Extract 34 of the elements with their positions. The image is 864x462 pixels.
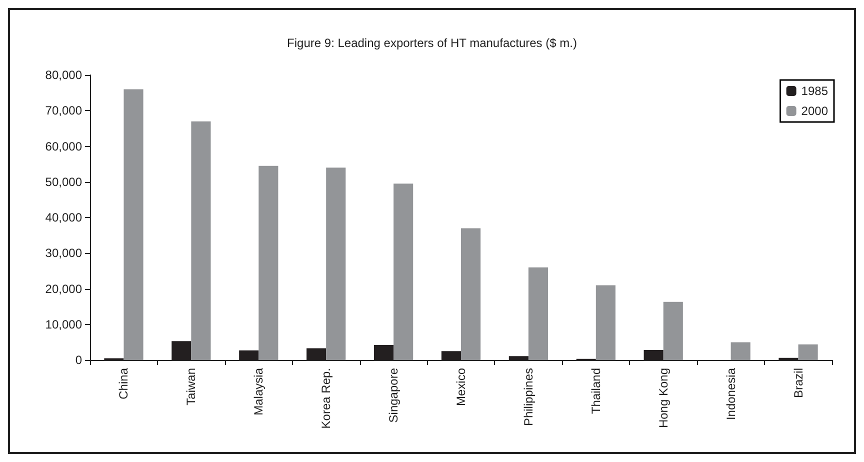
y-tick-label: 20,000 [45,282,82,296]
bar [596,285,616,360]
x-tick-label: Thailand [588,368,603,414]
bar [663,302,683,360]
x-tick-label: Korea Rep. [319,368,334,429]
x-tick-label: Philippines [521,368,536,426]
legend-label: 1985 [801,84,828,98]
bar [798,344,818,360]
x-tick-label: Taiwan [184,368,198,406]
x-tick-label: Brazil [791,368,806,398]
y-tick-label: 50,000 [45,174,82,189]
y-tick-label: 10,000 [45,317,82,332]
bar [394,184,414,360]
y-tick-label: 70,000 [45,104,82,118]
x-tick-label: Malaysia [252,368,266,416]
x-tick-label: Singapore [386,368,401,423]
bar [528,267,548,360]
x-tick-label: Mexico [454,368,468,406]
bar [461,228,481,360]
bar [730,342,750,360]
bar [191,121,211,360]
y-tick-label: 60,000 [45,139,82,154]
y-tick-label: 40,000 [45,210,82,224]
bar [124,89,144,360]
bar [326,168,346,360]
y-tick-label: 0 [75,353,82,367]
legend-label: 2000 [801,104,828,118]
x-tick-label: Hong Kong [656,368,670,428]
x-tick-label: Indonesia [724,368,738,420]
y-tick-label: 80,000 [45,68,82,82]
chart-title: Figure 9: Leading exporters of HT manufactures ($ m.) [287,36,577,50]
y-tick-label: 30,000 [45,246,82,260]
x-tick-label: China [116,368,131,400]
bar [258,166,278,360]
